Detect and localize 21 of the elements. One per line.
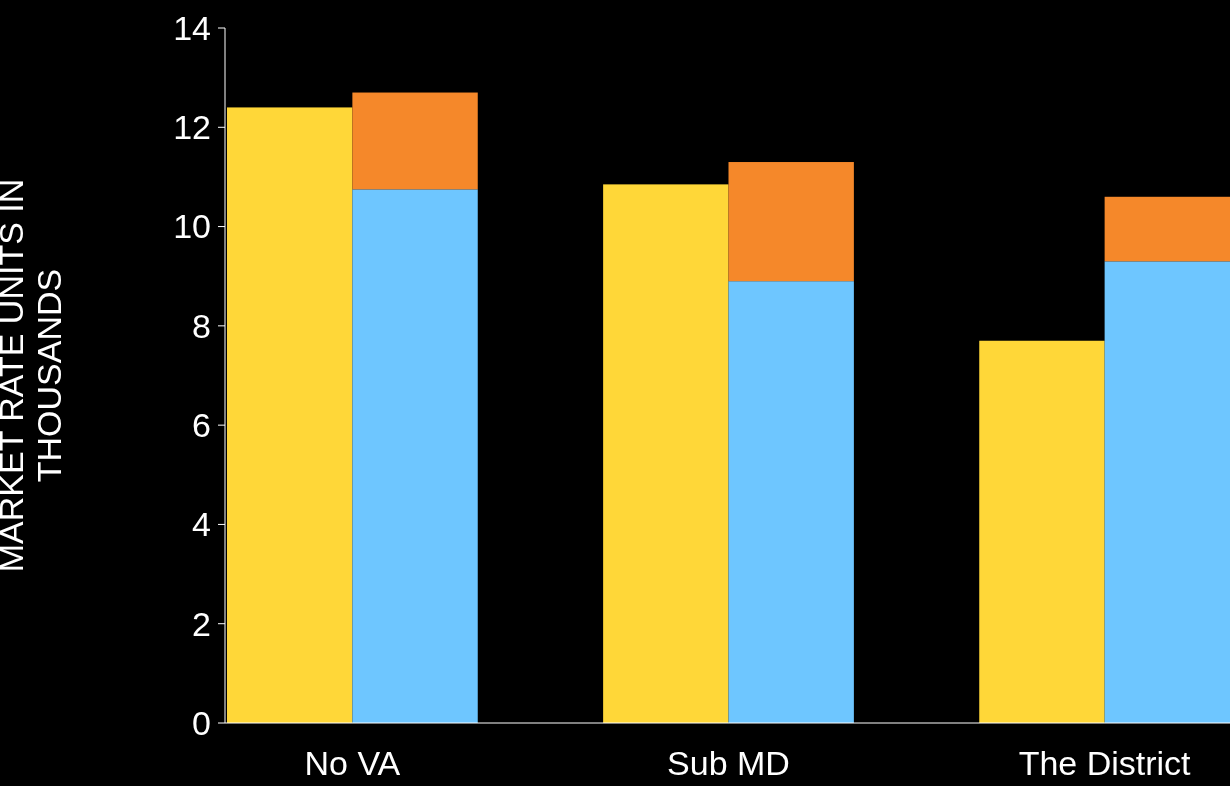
bar (979, 340, 1105, 723)
bar (227, 107, 353, 723)
y-tick-label: 0 (192, 703, 211, 742)
y-tick-label: 8 (192, 306, 211, 345)
bar (352, 92, 478, 190)
x-tick-label: No VA (304, 744, 401, 782)
y-tick-label: 4 (192, 505, 211, 544)
bar (728, 281, 854, 723)
bar (352, 189, 478, 723)
y-tick-label: 14 (173, 8, 211, 47)
bar (728, 162, 854, 282)
y-axis-title: MARKET RATE UNITS IN THOUSANDS (0, 178, 68, 573)
x-tick-label: The District (1018, 744, 1192, 782)
bar (1104, 261, 1230, 723)
y-tick-label: 2 (192, 604, 211, 643)
bar (1104, 196, 1230, 262)
y-tick-label: 10 (173, 207, 211, 246)
bar (603, 184, 729, 723)
y-tick-label: 12 (173, 108, 211, 147)
y-tick-label: 6 (192, 406, 211, 445)
x-tick-label: Sub MD (667, 744, 790, 782)
